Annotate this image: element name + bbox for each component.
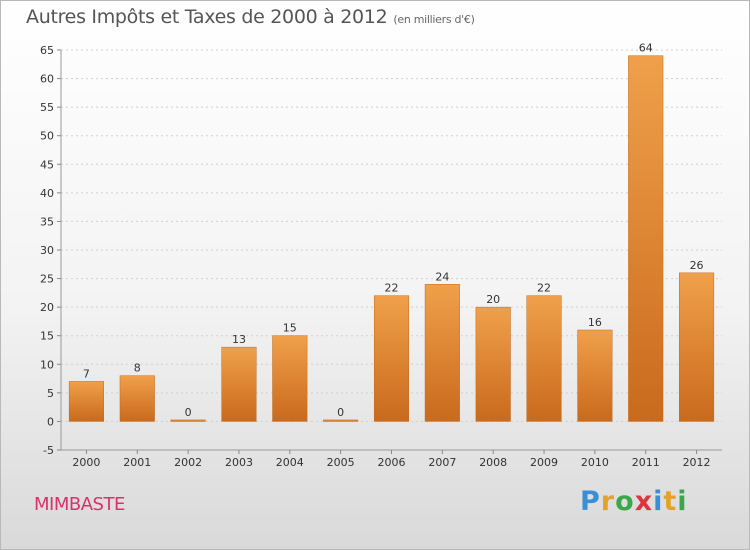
y-tick-label: 30 <box>40 244 54 257</box>
data-label-2005: 0 <box>337 406 344 419</box>
x-tick-label: 2004 <box>276 456 304 469</box>
y-tick-label: 55 <box>40 101 54 114</box>
chart-title: Autres Impôts et Taxes de 2000 à 2012 (en… <box>26 6 475 28</box>
x-tick-label: 2012 <box>683 456 711 469</box>
x-tick-label: 2005 <box>327 456 355 469</box>
x-tick-label: 2003 <box>225 456 253 469</box>
data-label-2006: 22 <box>385 282 399 295</box>
logo-letter: r <box>600 486 616 517</box>
logo-letter: o <box>615 486 635 517</box>
bar-2002 <box>170 419 206 422</box>
logo-letter: i <box>677 486 688 517</box>
y-tick-label: 65 <box>40 44 54 57</box>
y-tick-label: 20 <box>40 301 54 314</box>
bars <box>68 55 715 422</box>
y-tick-label: 10 <box>40 358 54 371</box>
proxiti-logo: Proxiti <box>580 486 688 517</box>
data-label-2011: 64 <box>639 42 653 55</box>
data-labels: 7 8 0 13 15 0 22 24 20 22 16 64 26 <box>83 42 704 419</box>
x-tick-label: 2007 <box>428 456 456 469</box>
y-tick-label: 0 <box>47 415 54 428</box>
data-label-2003: 13 <box>232 333 246 346</box>
bar-2004 <box>272 335 308 422</box>
bar-2011 <box>628 55 664 422</box>
data-label-2010: 16 <box>588 316 602 329</box>
x-tick-label: 2000 <box>72 456 100 469</box>
data-label-2009: 22 <box>537 282 551 295</box>
y-tick-label: 35 <box>40 215 54 228</box>
x-tick-label: 2009 <box>530 456 558 469</box>
bar-2003 <box>221 346 257 422</box>
bar-2005 <box>323 419 359 422</box>
logo-letter: i <box>653 486 664 517</box>
x-tick-label: 2008 <box>479 456 507 469</box>
commune-name: MIMBASTE <box>34 494 125 515</box>
bar-2000 <box>68 381 104 422</box>
y-tick-label: 5 <box>47 387 54 400</box>
x-tick-label: 2010 <box>581 456 609 469</box>
logo-letter: x <box>634 486 654 517</box>
y-tick-label: -5 <box>43 444 54 457</box>
bar-2007 <box>424 284 460 422</box>
x-tick-label: 2011 <box>632 456 660 469</box>
bar-2010 <box>577 329 613 422</box>
x-tick-label: 2006 <box>378 456 406 469</box>
chart-title-text: Autres Impôts et Taxes de 2000 à 2012 <box>26 6 388 28</box>
data-label-2012: 26 <box>690 259 704 272</box>
bar-2008 <box>475 306 511 422</box>
y-tick-label: 40 <box>40 187 54 200</box>
x-tick-label: 2001 <box>123 456 151 469</box>
y-tick-label: 25 <box>40 273 54 286</box>
y-tick-label: 50 <box>40 130 54 143</box>
bar-2009 <box>526 295 562 422</box>
y-tick-label: 45 <box>40 158 54 171</box>
x-tick-label: 2002 <box>174 456 202 469</box>
logo-letter: t <box>663 486 678 517</box>
y-tick-label: 60 <box>40 73 54 86</box>
data-label-2002: 0 <box>185 406 192 419</box>
bar-2001 <box>119 375 155 422</box>
bar-2012 <box>679 272 715 422</box>
x-tick-labels: 2000 2001 2002 2003 2004 2005 2006 2007 2008 2009… <box>72 450 711 469</box>
y-tick-labels: -5 0 5 10 15 20 25 30 35 40 45 50 55 60 65 <box>40 44 54 457</box>
unit-note: (en milliers d'€) <box>393 13 475 26</box>
data-label-2000: 7 <box>83 367 90 380</box>
data-label-2007: 24 <box>435 270 449 283</box>
data-label-2004: 15 <box>283 322 297 335</box>
bar-2006 <box>373 295 410 422</box>
data-label-2008: 20 <box>486 293 500 306</box>
y-tick-label: 15 <box>40 330 54 343</box>
logo-letter: P <box>580 486 601 517</box>
data-label-2001: 8 <box>134 362 141 375</box>
